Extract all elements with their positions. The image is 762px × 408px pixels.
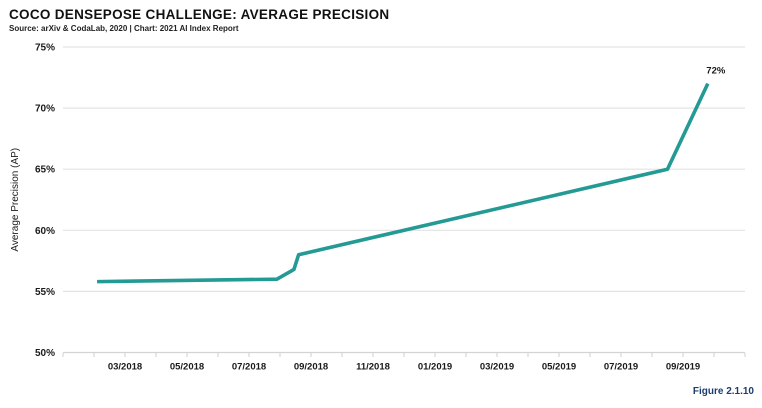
x-tick-label: 09/2019 bbox=[666, 362, 700, 373]
y-tick-label: 60% bbox=[35, 226, 55, 237]
end-point-value-label: 72% bbox=[706, 66, 726, 77]
x-tick-label: 09/2018 bbox=[294, 362, 328, 373]
x-tick-label: 05/2018 bbox=[170, 362, 204, 373]
x-tick-label: 11/2018 bbox=[356, 362, 390, 373]
x-tick-label: 03/2019 bbox=[480, 362, 514, 373]
y-tick-label: 50% bbox=[35, 348, 55, 359]
y-axis-title: Average Precision (AP) bbox=[10, 148, 21, 252]
page-title: COCO DENSEPOSE CHALLENGE: AVERAGE PRECIS… bbox=[9, 7, 390, 22]
y-tick-label: 75% bbox=[35, 43, 55, 54]
y-tick-label: 70% bbox=[35, 104, 55, 115]
y-tick-label: 55% bbox=[35, 287, 55, 298]
ap-series-line bbox=[97, 82, 710, 284]
y-tick-label: 65% bbox=[35, 165, 55, 176]
x-tick-label: 05/2019 bbox=[542, 362, 576, 373]
x-tick-label: 07/2019 bbox=[604, 362, 638, 373]
figure-number-label: Figure 2.1.10 bbox=[692, 386, 754, 397]
x-tick-label: 07/2018 bbox=[232, 362, 266, 373]
x-tick-label: 01/2019 bbox=[418, 362, 452, 373]
source-line: Source: arXiv & CodaLab, 2020 | Chart: 2… bbox=[9, 24, 239, 33]
x-tick-label: 03/2018 bbox=[108, 362, 142, 373]
